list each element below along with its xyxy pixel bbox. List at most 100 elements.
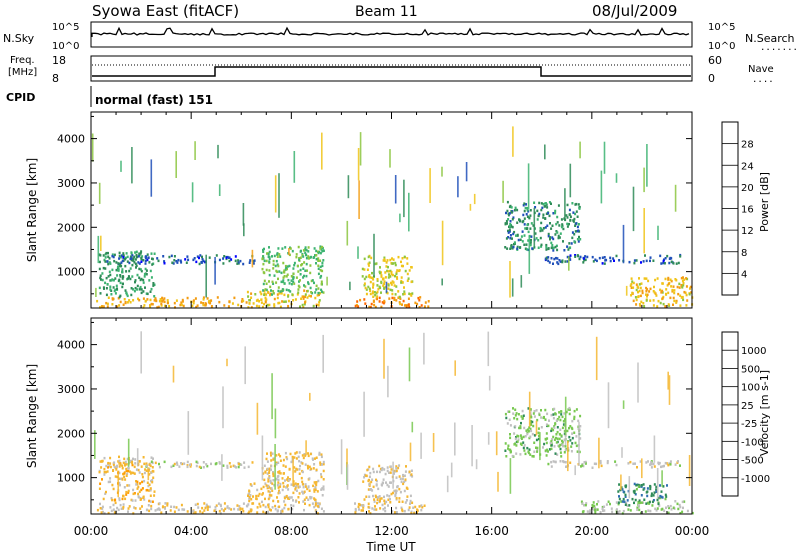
power-echo-region [629,276,694,308]
power-echo-cell [144,299,147,303]
power-echo-cell [408,292,411,295]
power-echo-cell [553,257,556,261]
power-echo-cell [131,259,134,262]
power-echo-cell [504,222,507,225]
velocity-echo-cell [382,478,385,481]
power-echo-cell [142,290,145,293]
velocity-ytick-label: 1000 [57,472,85,485]
velocity-echo-cell [131,499,134,502]
power-echo-cell [141,255,144,258]
power-echo-cell [366,268,369,271]
velocity-echo-cell [406,495,409,498]
velocity-echo-cell [143,471,146,475]
power-echo-cell [379,266,381,269]
power-echo-cell [545,243,548,247]
velocity-echo-cell [633,491,636,494]
velocity-echo-cell [317,505,319,508]
velocity-echo-cell [255,497,258,501]
velocity-echo-cell [203,502,206,505]
power-echo-cell [295,255,298,259]
velocity-echo-cell [137,485,140,489]
power-echo-cell [263,302,266,306]
velocity-echo-cell [515,412,518,415]
power-echo-streak [403,179,405,218]
velocity-echo-cell [568,412,571,416]
velocity-echo-cell [553,445,556,448]
velocity-echo-cell [113,511,116,514]
power-echo-cell [529,242,532,245]
power-y-label: Slant Range [km] [25,158,39,262]
velocity-echo-cell [657,496,660,500]
velocity-echo-cell [288,467,291,471]
velocity-echo-cell [313,481,316,484]
power-echo-cell [295,276,298,279]
power-echo-cell [111,298,114,301]
velocity-echo-cell [560,410,563,413]
power-echo-cell [253,259,256,262]
velocity-echo-cell [304,483,307,486]
velocity-echo-cell [287,479,290,482]
velocity-echo-cell [201,511,204,515]
velocity-echo-cell [224,507,227,511]
velocity-echo-cell [543,415,545,419]
velocity-echo-cell [230,508,233,511]
velocity-echo-cell [603,509,606,512]
power-echo-cell [322,259,325,262]
velocity-echo-cell [319,461,322,464]
velocity-echo-cell [149,500,152,503]
velocity-colorbar-label: -100 [741,437,764,448]
velocity-echo-cell [421,506,424,509]
power-echo-cell [630,294,633,297]
velocity-echo-cell [515,436,517,439]
velocity-echo-cell [173,505,176,509]
velocity-echo-cell [552,435,555,439]
power-echo-cell [538,212,541,216]
velocity-echo-cell [277,481,280,484]
velocity-echo-cell [266,486,269,490]
velocity-echo-cell [391,510,394,513]
velocity-echo-cell [315,468,318,472]
velocity-echo-cell [573,409,576,413]
power-echo-cell [106,283,109,286]
velocity-echo-cell [276,509,279,512]
velocity-echo-cell [537,427,540,430]
power-echo-cell [271,255,273,258]
power-colorbar-label: 16 [741,205,754,216]
power-echo-cell [554,245,557,249]
velocity-echo-cell [164,507,166,510]
power-echo-cell [146,292,149,296]
power-echo-cell [130,251,133,254]
power-echo-cell [302,295,305,298]
power-echo-cell [309,264,312,267]
velocity-echo-cell [505,455,508,458]
velocity-echo-cell [316,502,319,505]
velocity-echo-cell [523,444,526,447]
power-echo-cell [108,270,111,274]
velocity-echo-cell [276,496,278,499]
velocity-echo-cell [389,497,391,501]
power-echo-cell [684,291,687,295]
power-echo-cell [120,261,123,264]
velocity-echo-cell [383,468,386,471]
power-echo-cell [144,259,147,263]
power-echo-cell [134,286,137,290]
velocity-echo-cell [268,476,271,479]
power-echo-cell [288,282,291,285]
power-echo-cell [117,269,120,272]
power-echo-cell [99,254,102,257]
power-echo-cell [118,304,121,307]
velocity-echo-cell [607,500,610,503]
velocity-echo-cell [398,500,401,503]
power-echo-cell [166,301,169,305]
power-echo-cell [149,290,152,293]
power-echo-cell [121,270,124,274]
power-echo-cell [371,276,373,280]
power-echo-cell [305,262,308,266]
velocity-echo-cell [114,498,117,501]
velocity-echo-cell [127,507,130,510]
velocity-echo-cell [506,422,509,425]
power-echo-cell [549,236,551,239]
velocity-echo-cell [259,505,262,508]
velocity-echo-streak [147,471,150,481]
velocity-echo-cell [100,466,103,469]
